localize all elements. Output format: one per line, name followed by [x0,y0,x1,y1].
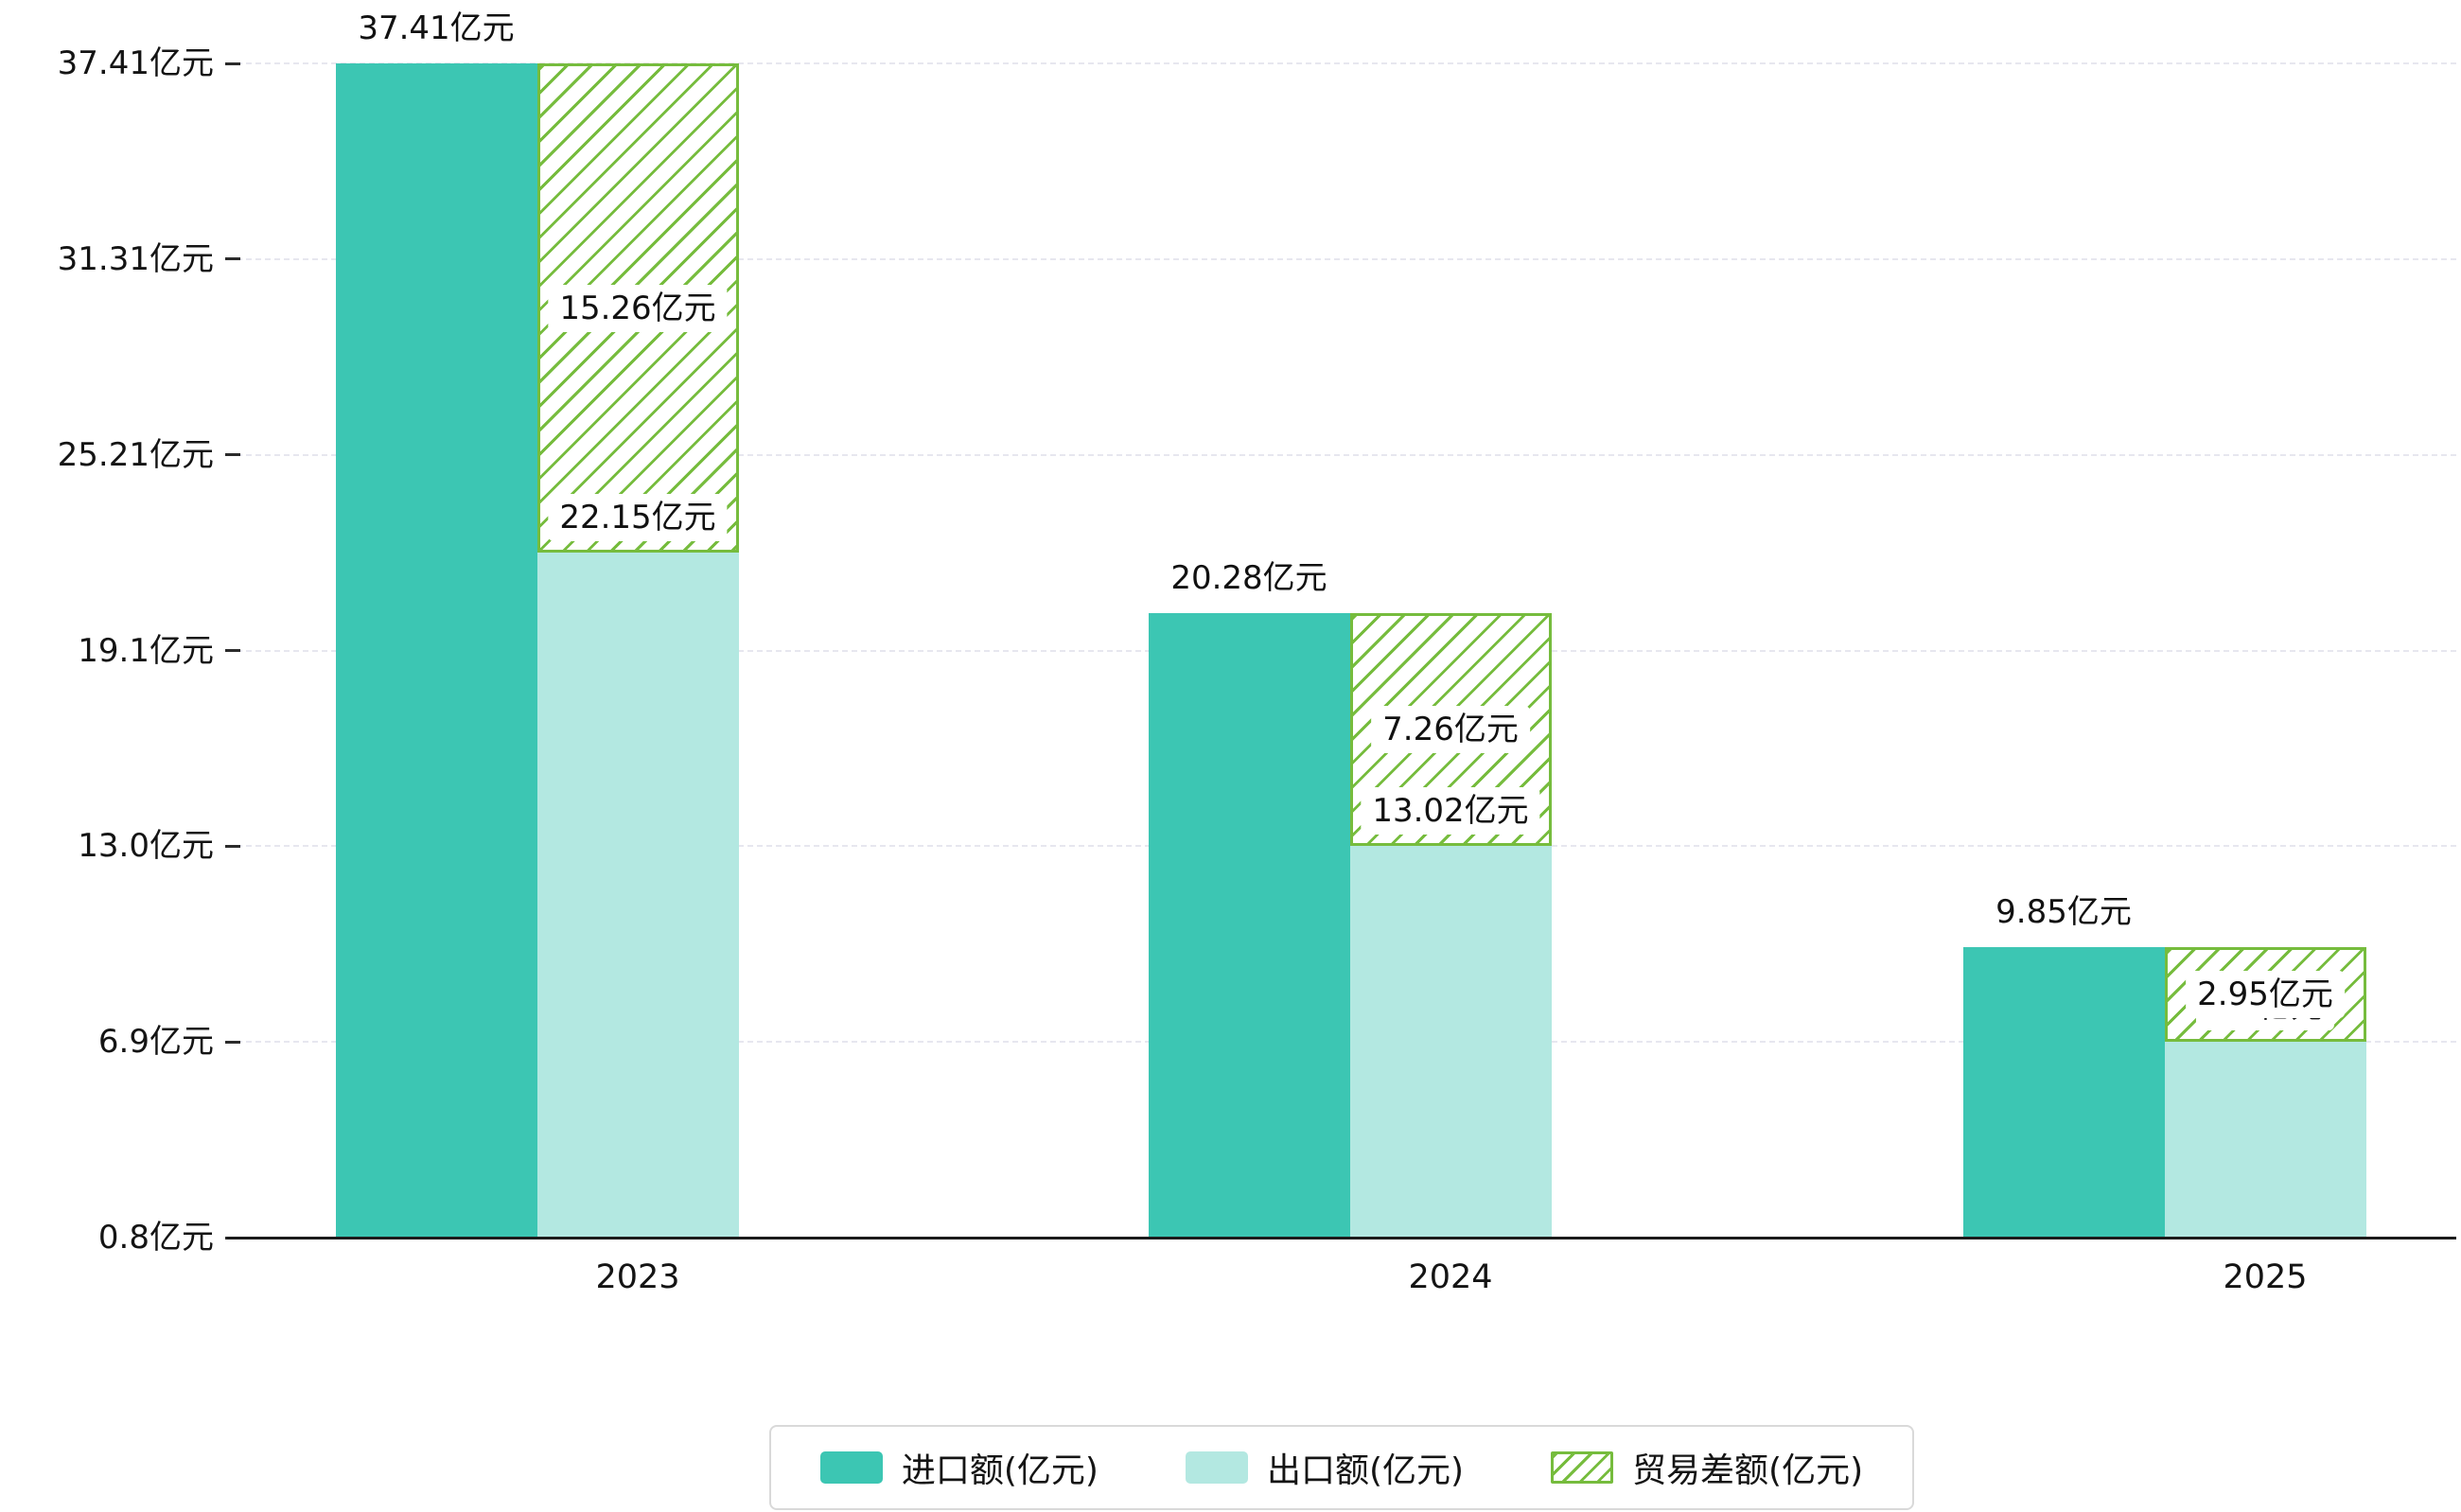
x-axis-label-2023: 2023 [595,1258,680,1296]
y-axis-label: 13.0亿元 [78,827,214,866]
bar-import-2025 [1962,947,2165,1238]
x-axis-label-2024: 2024 [1408,1258,1493,1296]
y-axis-tick [225,453,240,457]
bar-import-2024 [1148,612,1350,1238]
y-axis-tick [225,62,240,65]
y-axis-label: 19.1亿元 [78,631,214,670]
bar-import-2023 [335,63,537,1238]
legend-swatch-import-icon [819,1451,883,1484]
x-axis-label-2025: 2025 [2223,1258,2308,1296]
y-axis-label: 25.21亿元 [57,435,214,474]
legend-label-export: 出口额(亿元) [1266,1451,1465,1490]
label-diff-2024: 7.26亿元 [1371,705,1530,753]
label-diff-2023: 15.26亿元 [548,284,728,332]
y-axis-label: 31.31亿元 [57,239,214,278]
legend-row: 进口额(亿元) 出口额(亿元) 贸易差额(亿元) [227,1425,2456,1510]
gridline [227,257,2456,260]
legend-item-export: 出口额(亿元) [1185,1443,1465,1492]
y-axis-tick [225,649,240,653]
bar-export-2025 [2164,1042,2366,1238]
bar-export-2024 [1349,845,1552,1238]
bar-export-2023 [536,553,739,1238]
legend-item-import: 进口额(亿元) [819,1443,1099,1492]
label-import-2025: 9.85亿元 [1984,888,2143,937]
x-axis-line [227,1237,2456,1239]
gridline [227,453,2456,456]
label-diff-2025: 2.95亿元 [2186,971,2345,1019]
y-axis-tick [225,844,240,848]
legend: 进口额(亿元) 出口额(亿元) 贸易差额(亿元) [768,1425,1915,1510]
y-axis-tick [225,1040,240,1044]
label-import-2024: 20.28亿元 [1159,554,1339,602]
y-axis-tick [225,257,240,261]
label-import-2023: 37.41亿元 [346,5,526,52]
y-axis-label: 6.9亿元 [97,1023,214,1062]
legend-swatch-diff-icon [1551,1451,1614,1484]
y-axis-label: 0.8亿元 [97,1219,214,1257]
y-axis-label: 37.41亿元 [57,44,214,82]
label-export-2023: 22.15亿元 [548,494,728,542]
label-export-2024: 13.02亿元 [1361,786,1540,835]
legend-swatch-export-icon [1185,1451,1248,1484]
gridline [227,62,2456,64]
legend-label-diff: 贸易差额(亿元) [1632,1451,1864,1490]
legend-label-import: 进口额(亿元) [901,1451,1099,1490]
legend-item-diff: 贸易差额(亿元) [1551,1443,1863,1492]
